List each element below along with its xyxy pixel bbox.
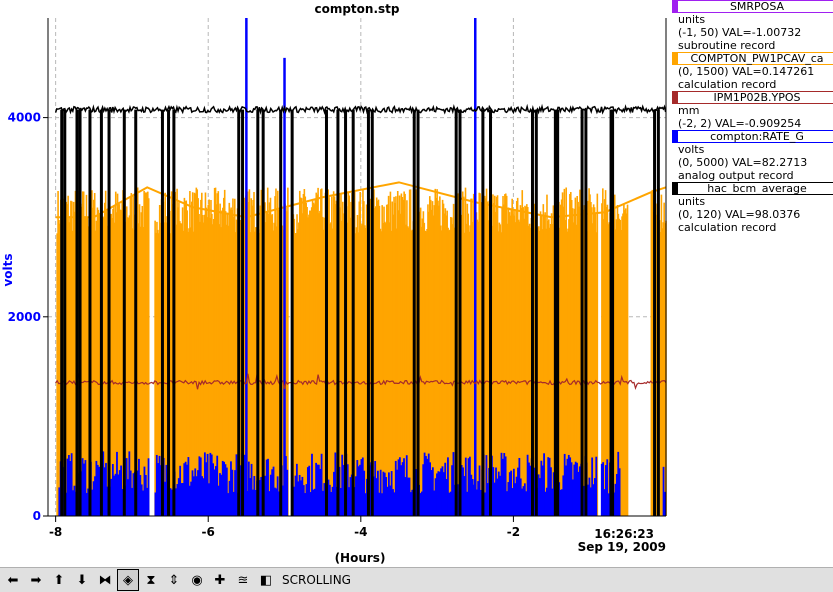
legend-entry[interactable]: hac_bcm_average units (0, 120) VAL=98.0376… — [668, 182, 833, 234]
legend-line1: units — [678, 195, 706, 208]
autoscale-icon[interactable]: ≊ — [237, 572, 249, 588]
y-tick-label: 4000 — [8, 111, 41, 125]
pan-right-icon[interactable]: ➡ — [30, 572, 42, 588]
x-tick-label: -4 — [354, 525, 367, 539]
chart: compton.stp volts (Hours) 16:26:23 Sep 1… — [1, 2, 667, 565]
x-axis-label: (Hours) — [335, 551, 386, 565]
zoom-in-x-icon[interactable]: ⧓ — [98, 572, 112, 588]
y-tick-label: 0 — [33, 509, 41, 523]
legend-line2: (0, 120) VAL=98.0376 — [678, 208, 801, 221]
legend-series-name[interactable]: COMPTON_PW1PCAV_ca — [672, 52, 833, 65]
legend-entry[interactable]: COMPTON_PW1PCAV_ca (0, 1500) VAL=0.147261… — [668, 52, 833, 91]
reset-icon[interactable]: ◉ — [191, 572, 203, 588]
legend: SMRPOSA units (-1, 50) VAL=-1.00732 subrout… — [668, 0, 833, 234]
legend-line1: volts — [678, 143, 705, 156]
plot-area — [54, 18, 667, 516]
x-tick-label: -6 — [202, 525, 215, 539]
legend-entry[interactable]: compton:RATE_G volts (0, 5000) VAL=82.2713… — [668, 130, 833, 182]
toolbar: ⬅ ➡ ⬆ ⬇ ⧓ ◈ ⧗ ⇕ ◉ ✚ ≊ ◧ SCROLLING — [0, 567, 833, 592]
legend-entry[interactable]: IPM1P02B.YPOS mm (-2, 2) VAL=-0.909254 — [668, 91, 833, 130]
pan-up-icon[interactable]: ⬆ — [53, 572, 65, 588]
x-tick-label: -8 — [49, 525, 62, 539]
pan-down-icon[interactable]: ⬇ — [76, 572, 88, 588]
legend-line2: (0, 5000) VAL=82.2713 — [678, 156, 808, 169]
legend-line2: (-1, 50) VAL=-1.00732 — [678, 26, 802, 39]
legend-series-name[interactable]: hac_bcm_average — [672, 182, 833, 195]
legend-entry[interactable]: SMRPOSA units (-1, 50) VAL=-1.00732 subrout… — [668, 0, 833, 52]
y-axis-label: volts — [1, 253, 15, 286]
legend-line1: units — [678, 13, 706, 26]
chart-title: compton.stp — [314, 2, 399, 16]
date-label: Sep 19, 2009 — [578, 540, 666, 554]
legend-series-name[interactable]: IPM1P02B.YPOS — [672, 91, 833, 104]
legend-line3: subroutine record — [678, 39, 776, 52]
zoom-in-y-icon[interactable]: ⧗ — [146, 572, 156, 588]
status-text: SCROLLING — [282, 573, 351, 587]
legend-series-name[interactable]: compton:RATE_G — [672, 130, 833, 143]
legend-line2: (0, 1500) VAL=0.147261 — [678, 65, 815, 78]
black-series-line — [54, 103, 667, 116]
zoom-out-y-icon[interactable]: ⇕ — [168, 572, 180, 588]
legend-line1: mm — [678, 104, 700, 117]
scroll-mode-icon[interactable]: ◧ — [259, 572, 273, 588]
legend-line3: analog output record — [678, 169, 794, 182]
legend-line3: calculation record — [678, 78, 777, 91]
legend-series-name[interactable]: SMRPOSA — [672, 0, 833, 13]
x-tick-label: -2 — [507, 525, 520, 539]
y-tick-label: 2000 — [8, 310, 41, 324]
legend-line3: calculation record — [678, 221, 777, 234]
add-icon[interactable]: ✚ — [214, 572, 226, 588]
legend-line2: (-2, 2) VAL=-0.909254 — [678, 117, 802, 130]
pan-left-icon[interactable]: ⬅ — [7, 572, 19, 588]
brown-series-line — [55, 373, 667, 390]
time-label: 16:26:23 — [594, 527, 654, 541]
axes: -8 -6 -4 -2 0 2000 4000 — [8, 18, 667, 539]
zoom-out-x-icon[interactable]: ◈ — [117, 569, 139, 591]
